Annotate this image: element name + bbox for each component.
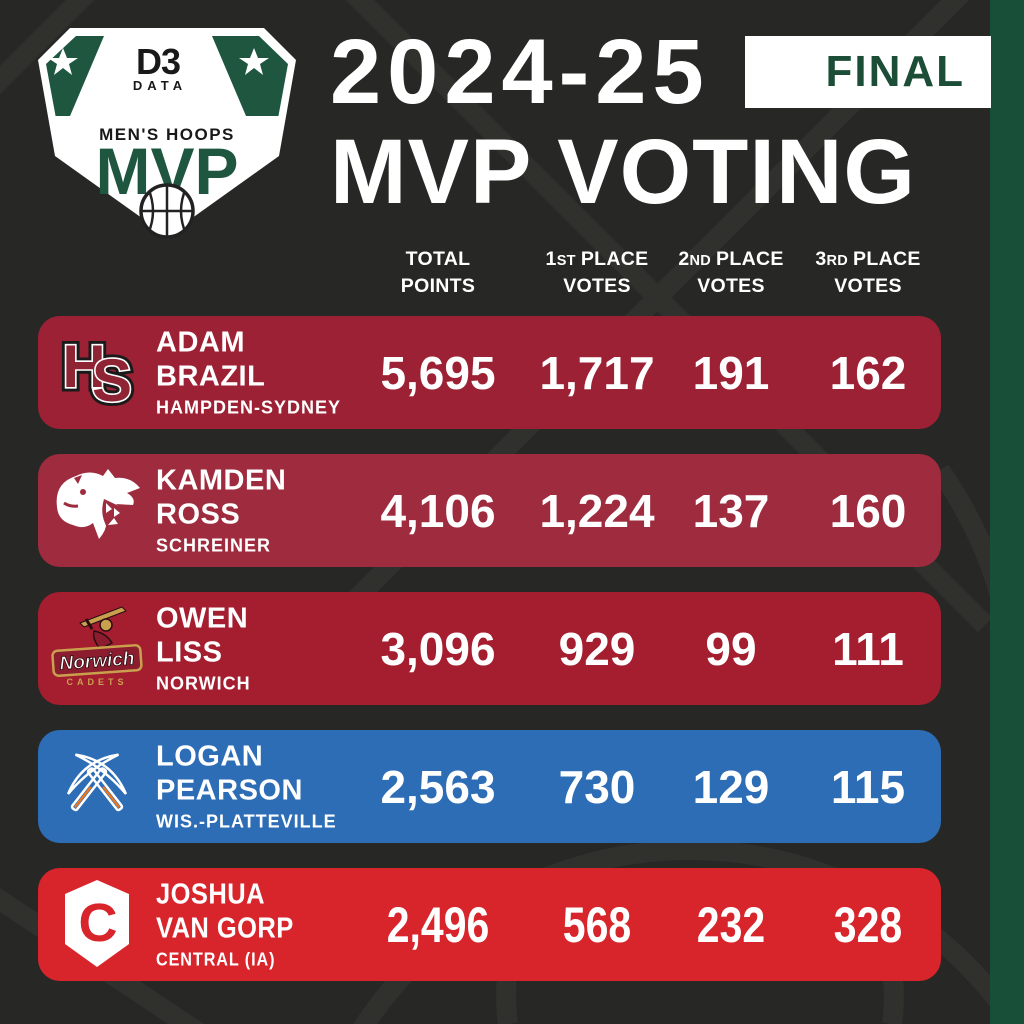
second-place-votes-value: 137 [692,484,770,537]
total-points-value: 2,496 [386,896,490,953]
total-points-value: 5,695 [380,346,496,399]
hampden-sydney-logo: H S H S [50,325,145,420]
player-row-adam-brazil: H S H S ADAM BRAZIL HAMPDEN-SYDNEY 5,695… [38,316,941,429]
player-row-kamden-ross: KAMDEN ROSS SCHREINER 4,106 1,224 137 16… [38,454,941,567]
title-season: 2024-25 [330,21,710,123]
svg-text:C: C [79,893,118,953]
badge-brand-bottom: DATA [133,78,187,93]
player-name: ROSS [156,498,241,530]
third-place-votes-value: 162 [829,346,907,399]
green-edge-stripe [990,0,1024,1024]
c-shield-icon: C [65,880,129,967]
player-school: WIS.-PLATTEVILLE [156,811,337,831]
badge-subtitle: MEN'S HOOPS [99,125,235,144]
first-place-votes-value: 929 [558,622,636,675]
first-place-votes-value: 1,224 [539,484,655,537]
page-title: 2024-25 MVP VOTING [330,22,916,222]
mountain-lion-icon [56,469,140,539]
column-header-second-place-votes: 2ND PLACE VOTES [678,248,784,297]
third-place-votes-value: 115 [830,760,906,813]
player-row-logan-pearson: LOGAN PEARSON WIS.-PLATTEVILLE 2,563 730… [38,730,941,843]
player-school: CENTRAL (IA) [156,949,276,969]
first-place-votes-value: 730 [558,760,636,813]
title-main: MVP VOTING [330,121,916,223]
column-header-first-place-votes: 1ST PLACE VOTES [545,248,649,297]
player-row-joshua-van-gorp: C JOSHUA VAN GORP CENTRAL (IA) 2,496 568… [38,868,941,981]
player-row-owen-liss: Norwich CADETS OWEN LISS NORWICH 3,096 9… [38,592,941,705]
final-label: FINAL [825,47,965,96]
total-points-value: 2,563 [380,760,496,813]
player-name: VAN GORP [156,912,294,944]
player-name: LISS [156,636,223,668]
norwich-banner: Norwich [51,644,143,677]
hs-monogram-icon: H S H S [58,329,137,419]
crossed-pickaxes-icon [66,753,128,812]
star-icon [239,48,269,75]
central-college-logo: C [50,877,145,972]
player-school: NORWICH [156,673,251,693]
player-name: ADAM [156,326,245,358]
third-place-votes-value: 160 [829,484,907,537]
star-icon [48,48,78,75]
column-header-third-place-votes: 3RD PLACE VOTES [815,248,921,297]
cadet-sword-icon [79,606,127,650]
schreiner-logo [50,463,145,558]
second-place-votes-value: 99 [705,622,757,675]
d3data-mvp-shield-badge: D3 DATA MEN'S HOOPS MVP [38,28,296,239]
player-name: OWEN [156,602,249,634]
player-name: KAMDEN [156,464,287,496]
third-place-votes-value: 328 [833,896,903,953]
svg-text:H: H [62,333,105,400]
svg-text:S: S [92,347,132,414]
total-points-value: 4,106 [380,484,496,537]
svg-text:S: S [92,347,132,414]
svg-text:H: H [62,333,105,400]
wis-platteville-logo [50,739,145,834]
first-place-votes-value: 1,717 [539,346,655,399]
second-place-votes-value: 191 [692,346,770,399]
first-place-votes-value: 568 [562,896,632,953]
basketball-icon [139,183,195,239]
player-name: PEARSON [156,774,303,806]
column-header-total-points: TOTAL POINTS [400,248,476,297]
badge-brand-top: D3 [136,41,180,82]
final-status-badge: FINAL [745,36,991,108]
svg-text:CADETS: CADETS [66,677,127,687]
norwich-logo: Norwich CADETS [50,601,145,696]
player-name: BRAZIL [156,360,266,392]
total-points-value: 3,096 [380,622,496,675]
badge-trapezoid [70,36,246,116]
player-school: HAMPDEN-SYDNEY [156,397,342,417]
player-name: JOSHUA [156,878,265,910]
second-place-votes-value: 129 [692,760,770,813]
player-school: SCHREINER [156,535,272,555]
second-place-votes-value: 232 [696,896,766,953]
third-place-votes-value: 111 [832,622,904,675]
player-name: LOGAN [156,740,264,772]
